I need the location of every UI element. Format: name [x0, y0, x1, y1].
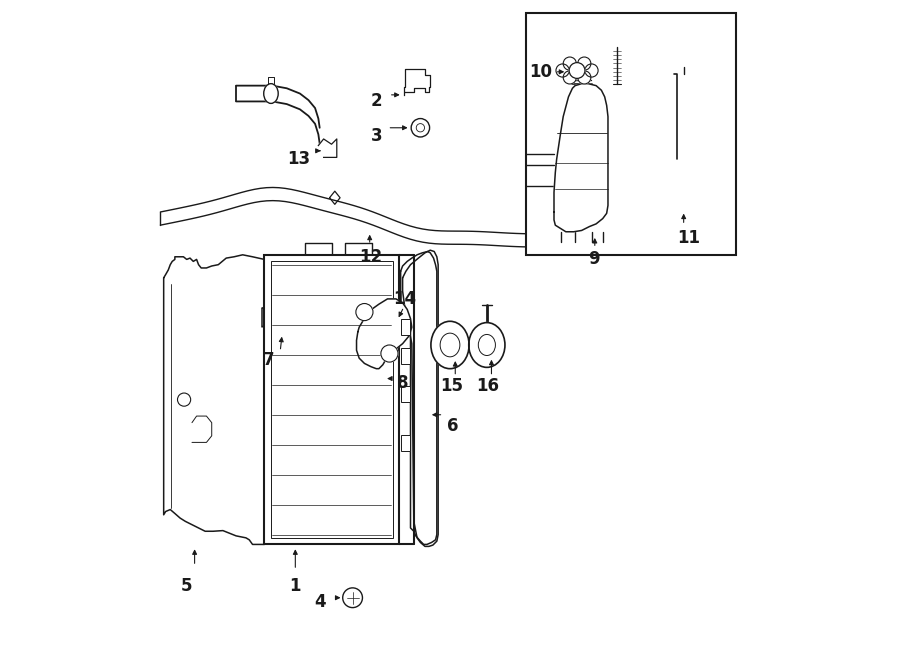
- Polygon shape: [400, 252, 436, 545]
- Circle shape: [578, 71, 591, 84]
- Circle shape: [563, 71, 576, 84]
- Polygon shape: [404, 69, 430, 95]
- Text: 15: 15: [440, 377, 464, 395]
- Text: 7: 7: [263, 351, 274, 369]
- Bar: [400, 319, 410, 335]
- Text: 13: 13: [287, 150, 310, 169]
- Text: 14: 14: [393, 290, 417, 308]
- Circle shape: [177, 393, 191, 407]
- Circle shape: [585, 64, 598, 77]
- Bar: [400, 435, 410, 451]
- Bar: [400, 348, 410, 364]
- Circle shape: [343, 588, 363, 607]
- Text: 2: 2: [371, 93, 382, 110]
- Text: 10: 10: [529, 63, 553, 81]
- Circle shape: [578, 57, 591, 70]
- Circle shape: [356, 303, 373, 321]
- Ellipse shape: [478, 334, 495, 356]
- Ellipse shape: [431, 321, 469, 369]
- Circle shape: [411, 118, 429, 137]
- Polygon shape: [356, 299, 412, 369]
- Polygon shape: [319, 139, 337, 157]
- Ellipse shape: [440, 333, 460, 357]
- Text: 4: 4: [314, 593, 326, 611]
- Text: 3: 3: [371, 128, 382, 145]
- Circle shape: [563, 57, 576, 70]
- Text: 6: 6: [447, 417, 458, 435]
- Ellipse shape: [469, 323, 505, 368]
- Ellipse shape: [264, 84, 278, 103]
- Bar: [265, 254, 400, 545]
- Text: 16: 16: [477, 377, 500, 395]
- Circle shape: [569, 63, 585, 79]
- Circle shape: [556, 64, 569, 77]
- Circle shape: [381, 345, 398, 362]
- Text: 9: 9: [588, 251, 599, 268]
- Polygon shape: [164, 254, 265, 545]
- Polygon shape: [554, 84, 608, 232]
- Text: 8: 8: [397, 374, 409, 392]
- Bar: [400, 386, 410, 402]
- Bar: [526, 13, 736, 254]
- Circle shape: [416, 124, 425, 132]
- Text: 12: 12: [359, 248, 382, 266]
- Text: 11: 11: [677, 229, 700, 247]
- Text: 5: 5: [181, 577, 193, 595]
- Text: 1: 1: [290, 577, 302, 595]
- Bar: [271, 261, 392, 538]
- Polygon shape: [402, 251, 438, 547]
